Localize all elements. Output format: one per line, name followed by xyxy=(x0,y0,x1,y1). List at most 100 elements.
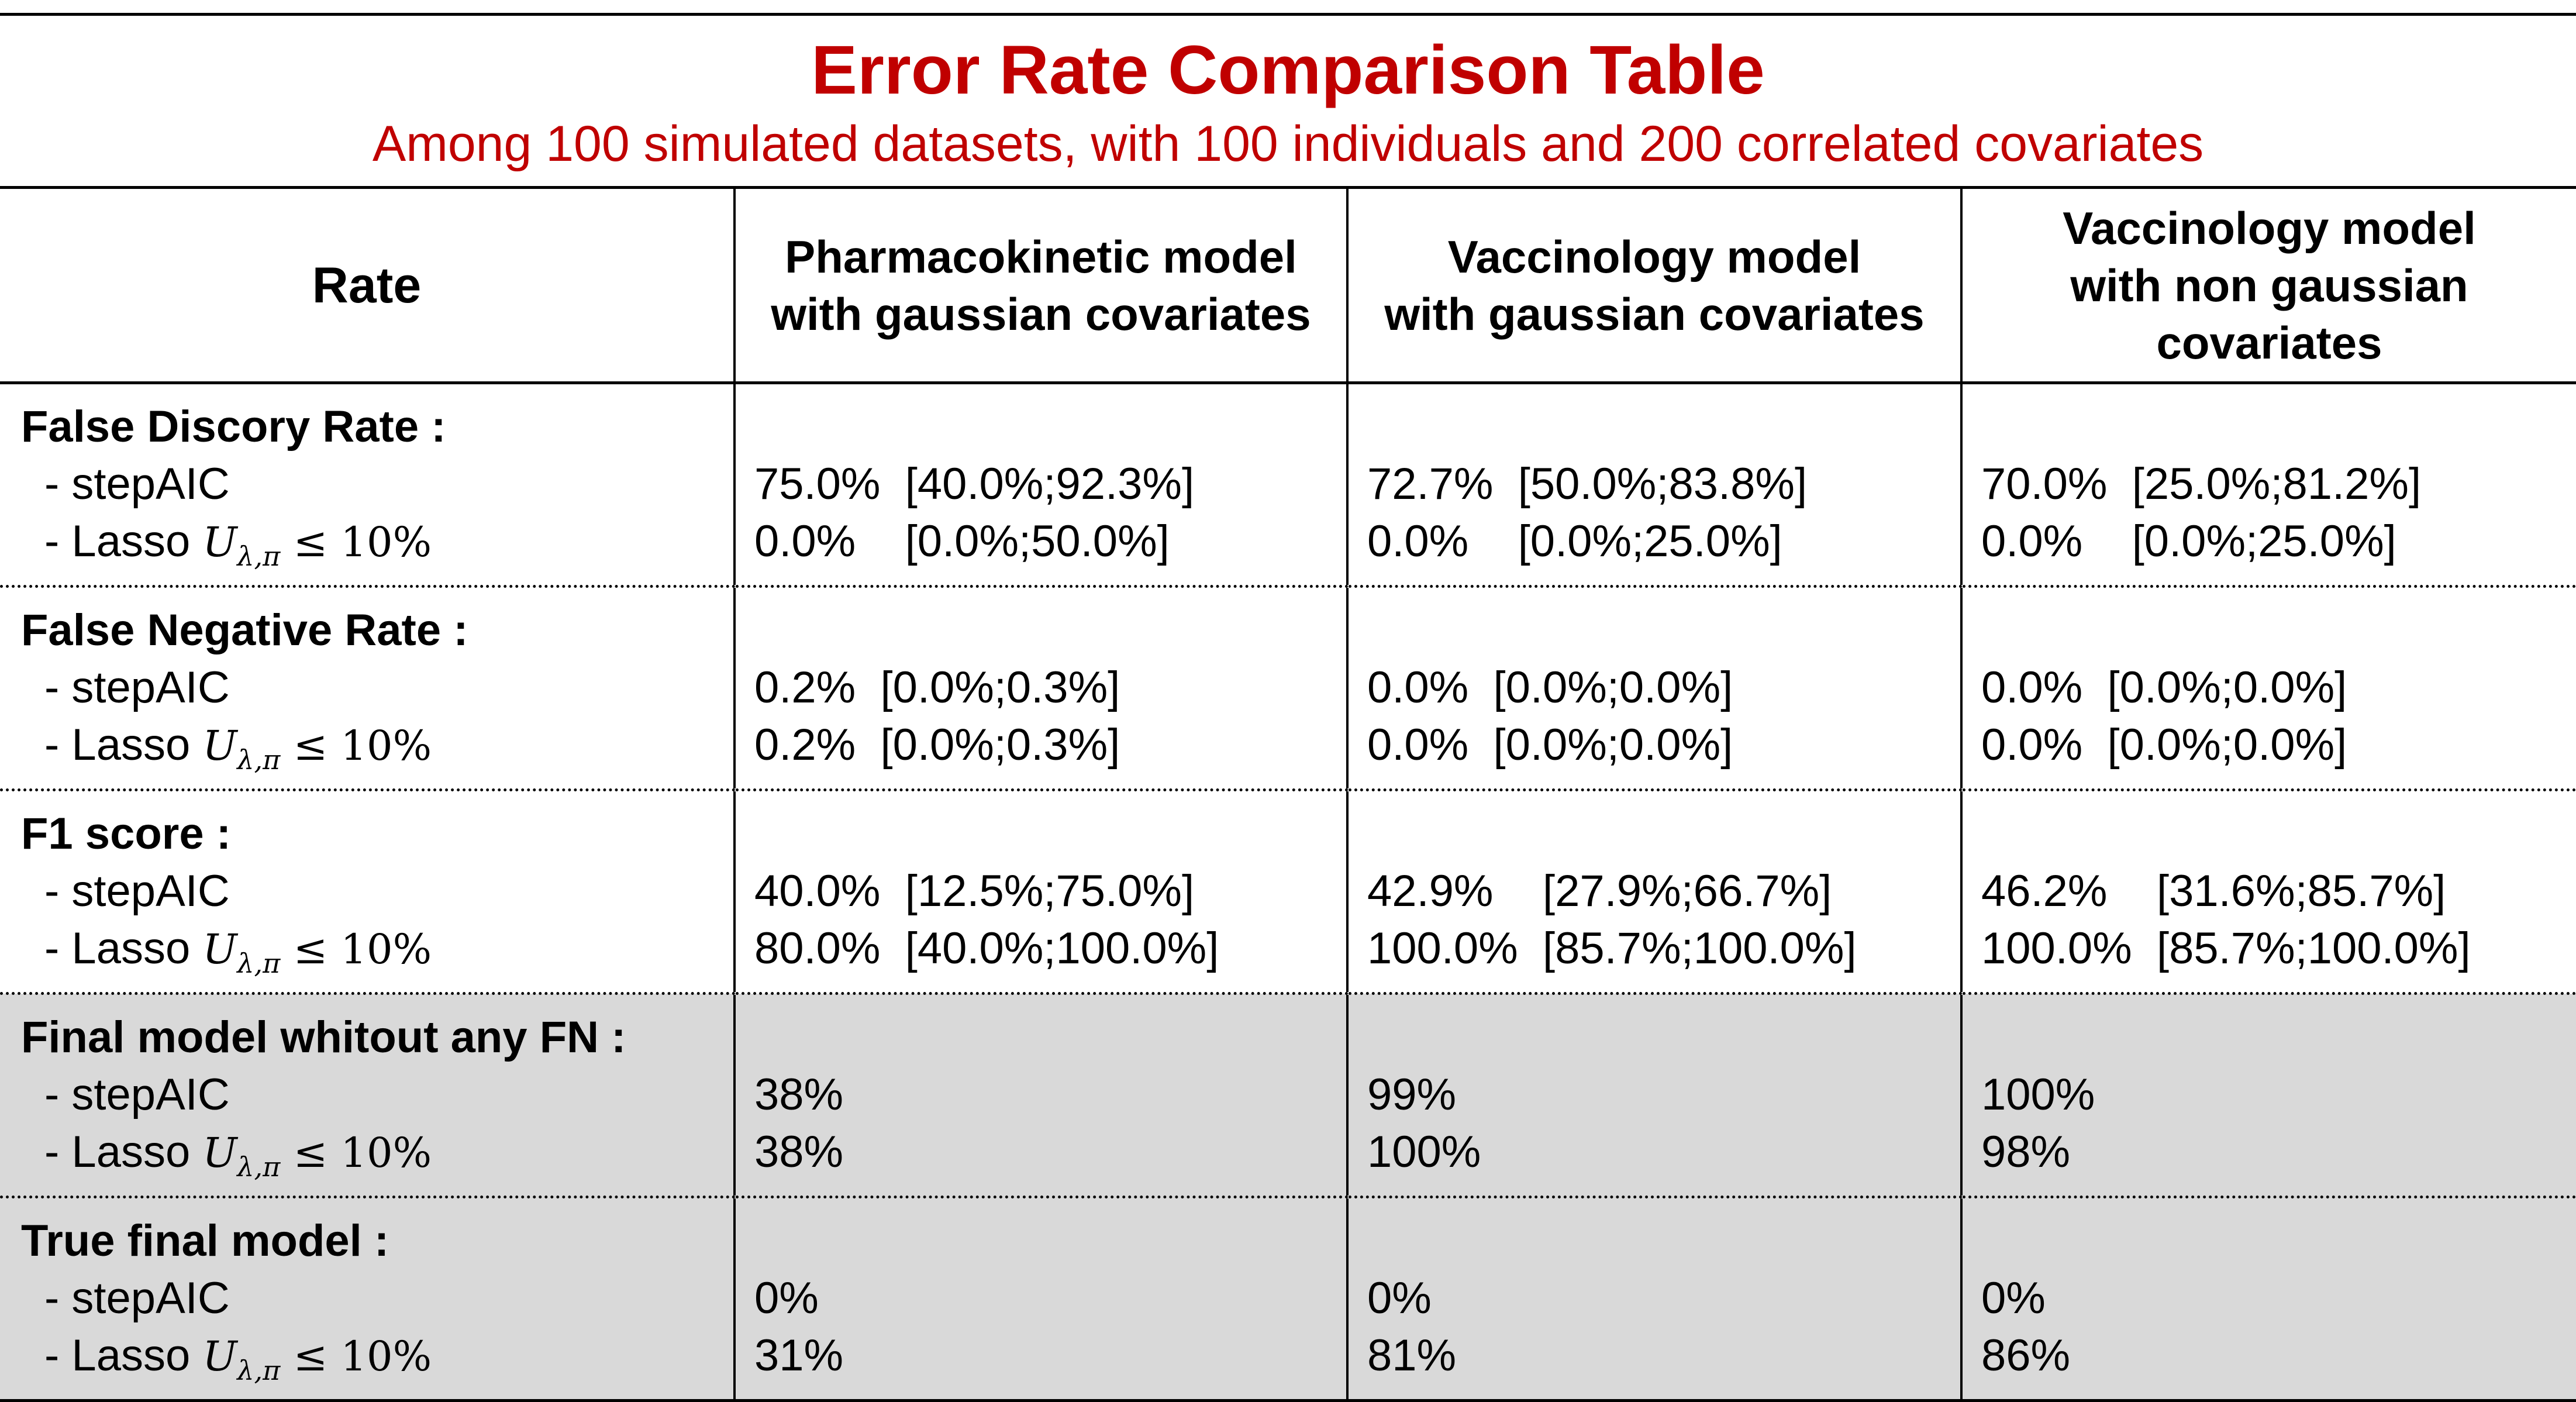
column-header-line: with gaussian covariates xyxy=(1384,288,1925,340)
table-row-final-model-whitout-any-fn: Final model whitout any FN : - stepAIC - L… xyxy=(0,992,2576,1197)
formula-subscript: λ,π xyxy=(237,744,281,776)
value-stepaic: 40.0% [12.5%;75.0%] xyxy=(754,866,1195,916)
row-label-cell: Final model whitout any FN : - stepAIC - L… xyxy=(0,992,734,1197)
row-label-cell: F1 score :- stepAIC - Lasso Uλ,π ≤ 10% xyxy=(0,788,734,994)
formula-subscript: λ,π xyxy=(237,1151,281,1183)
table-row-true-final-model: True final model : - stepAIC - Lasso Uλ,π … xyxy=(0,1196,2576,1402)
value-cell: 100% 98% xyxy=(1960,992,2576,1197)
value-lasso: 100.0% [85.7%;100.0%] xyxy=(1367,924,1857,973)
value-lasso: 38% xyxy=(754,1127,844,1177)
value-lasso: 0.0% [0.0%;0.0%] xyxy=(1367,720,1733,770)
method-label-lasso: - Lasso Uλ,π ≤ 10% xyxy=(21,1327,733,1399)
value-lasso: 100.0% [85.7%;100.0%] xyxy=(1981,924,2471,973)
lasso-prefix: - Lasso xyxy=(44,924,203,973)
value-lasso: 31% xyxy=(754,1331,844,1380)
formula-condition: ≤ 10% xyxy=(280,518,432,566)
value-lasso: 0.0% [0.0%;25.0%] xyxy=(1981,516,2396,566)
formula-subscript: λ,π xyxy=(237,1355,281,1386)
column-header-rate: Rate xyxy=(0,186,734,384)
lasso-condition-formula: Uλ,π ≤ 10% xyxy=(202,518,432,572)
row-label-cell: False Discory Rate :- stepAIC - Lasso Uλ,… xyxy=(0,383,734,587)
value-stepaic: 42.9% [27.9%;66.7%] xyxy=(1367,866,1832,916)
formula-condition: ≤ 10% xyxy=(280,1129,432,1177)
value-lasso: 0.2% [0.0%;0.3%] xyxy=(754,720,1120,770)
value-cell: 0.2% [0.0%;0.3%] 0.2% [0.0%;0.3%] xyxy=(733,585,1347,790)
value-lasso: 98% xyxy=(1981,1127,2071,1177)
value-cell: 0% 81% xyxy=(1346,1196,1961,1402)
row-group-name: F1 score : xyxy=(21,809,232,859)
lasso-prefix: - Lasso xyxy=(44,516,203,566)
value-cell: 75.0% [40.0%;92.3%] 0.0% [0.0%;50.0%] xyxy=(733,383,1347,587)
formula-subscript: λ,π xyxy=(237,540,281,572)
value-cell: 0.0% [0.0%;0.0%] 0.0% [0.0%;0.0%] xyxy=(1346,585,1961,790)
value-stepaic: 0% xyxy=(1367,1273,1432,1323)
value-cell: 0.0% [0.0%;0.0%] 0.0% [0.0%;0.0%] xyxy=(1960,585,2576,790)
formula-symbol: U xyxy=(202,925,237,973)
method-label-lasso: - Lasso Uλ,π ≤ 10% xyxy=(21,513,733,585)
value-lasso: 86% xyxy=(1981,1331,2071,1380)
column-header-vaccinology-non-gaussian: Vaccinology model with non gaussian cova… xyxy=(1960,186,2576,384)
method-label-stepaic: - stepAIC xyxy=(44,866,230,916)
column-header-line: Rate xyxy=(312,257,422,314)
table-row-false-negative-rate: False Negative Rate :- stepAIC - Lasso Uλ… xyxy=(0,585,2576,790)
row-group-name: False Discory Rate : xyxy=(21,402,446,452)
value-lasso: 100% xyxy=(1367,1127,1481,1177)
header-row: Rate Pharmacokinetic model with gaussian… xyxy=(0,186,2576,384)
row-group-name: Final model whitout any FN : xyxy=(21,1012,626,1062)
value-stepaic: 0.0% [0.0%;0.0%] xyxy=(1367,663,1733,712)
formula-condition: ≤ 10% xyxy=(280,925,432,973)
value-stepaic: 72.7% [50.0%;83.8%] xyxy=(1367,459,1808,509)
method-label-lasso: - Lasso Uλ,π ≤ 10% xyxy=(21,1124,733,1196)
formula-symbol: U xyxy=(202,722,237,770)
value-stepaic: 0.2% [0.0%;0.3%] xyxy=(754,663,1120,712)
column-header-line: with non gaussian xyxy=(2070,259,2468,311)
table-body: False Discory Rate :- stepAIC - Lasso Uλ,… xyxy=(0,383,2576,1402)
value-lasso: 0.0% [0.0%;25.0%] xyxy=(1367,516,1782,566)
value-cell: 0% 86% xyxy=(1960,1196,2576,1402)
value-cell: 70.0% [25.0%;81.2%] 0.0% [0.0%;25.0%] xyxy=(1960,383,2576,587)
value-lasso: 80.0% [40.0%;100.0%] xyxy=(754,924,1219,973)
column-header-line: Vaccinology model xyxy=(2063,202,2476,254)
row-group-name: True final model : xyxy=(21,1216,389,1266)
method-label-stepaic: - stepAIC xyxy=(44,1273,230,1323)
value-stepaic: 0% xyxy=(1981,1273,2046,1323)
error-rate-table: Rate Pharmacokinetic model with gaussian… xyxy=(0,186,2576,1402)
lasso-prefix: - Lasso xyxy=(44,720,203,770)
formula-symbol: U xyxy=(202,518,237,566)
value-stepaic: 70.0% [25.0%;81.2%] xyxy=(1981,459,2422,509)
column-header-pharmacokinetic: Pharmacokinetic model with gaussian cova… xyxy=(733,186,1347,384)
value-cell: 38% 38% xyxy=(733,992,1347,1197)
value-lasso: 0.0% [0.0%;0.0%] xyxy=(1981,720,2347,770)
method-label-stepaic: - stepAIC xyxy=(44,459,230,509)
value-cell: 0% 31% xyxy=(733,1196,1347,1402)
column-header-line: Vaccinology model xyxy=(1447,230,1861,283)
formula-symbol: U xyxy=(202,1332,237,1380)
value-lasso: 81% xyxy=(1367,1331,1457,1380)
row-label-cell: True final model : - stepAIC - Lasso Uλ,π … xyxy=(0,1196,734,1402)
lasso-condition-formula: Uλ,π ≤ 10% xyxy=(202,722,432,776)
formula-condition: ≤ 10% xyxy=(280,1332,432,1380)
lasso-condition-formula: Uλ,π ≤ 10% xyxy=(202,925,432,979)
value-stepaic: 75.0% [40.0%;92.3%] xyxy=(754,459,1195,509)
value-cell: 40.0% [12.5%;75.0%] 80.0% [40.0%;100.0%] xyxy=(733,788,1347,994)
table-title: Error Rate Comparison Table xyxy=(811,32,1765,109)
column-header-line: with gaussian covariates xyxy=(771,288,1311,340)
value-stepaic: 99% xyxy=(1367,1070,1457,1119)
lasso-condition-formula: Uλ,π ≤ 10% xyxy=(202,1129,432,1183)
method-label-lasso: - Lasso Uλ,π ≤ 10% xyxy=(21,716,733,788)
lasso-prefix: - Lasso xyxy=(44,1331,203,1380)
row-label-cell: False Negative Rate :- stepAIC - Lasso Uλ… xyxy=(0,585,734,790)
value-cell: 46.2% [31.6%;85.7%] 100.0% [85.7%;100.0%] xyxy=(1960,788,2576,994)
value-stepaic: 0% xyxy=(754,1273,819,1323)
formula-subscript: λ,π xyxy=(237,948,281,979)
method-label-lasso: - Lasso Uλ,π ≤ 10% xyxy=(21,920,733,992)
column-header-line: covariates xyxy=(2156,316,2382,368)
value-stepaic: 46.2% [31.6%;85.7%] xyxy=(1981,866,2446,916)
value-cell: 42.9% [27.9%;66.7%] 100.0% [85.7%;100.0%] xyxy=(1346,788,1961,994)
column-header-vaccinology-gaussian: Vaccinology model with gaussian covariat… xyxy=(1346,186,1961,384)
lasso-prefix: - Lasso xyxy=(44,1127,203,1177)
method-label-stepaic: - stepAIC xyxy=(44,1070,230,1119)
formula-symbol: U xyxy=(202,1129,237,1177)
value-cell: 99% 100% xyxy=(1346,992,1961,1197)
formula-condition: ≤ 10% xyxy=(280,722,432,770)
